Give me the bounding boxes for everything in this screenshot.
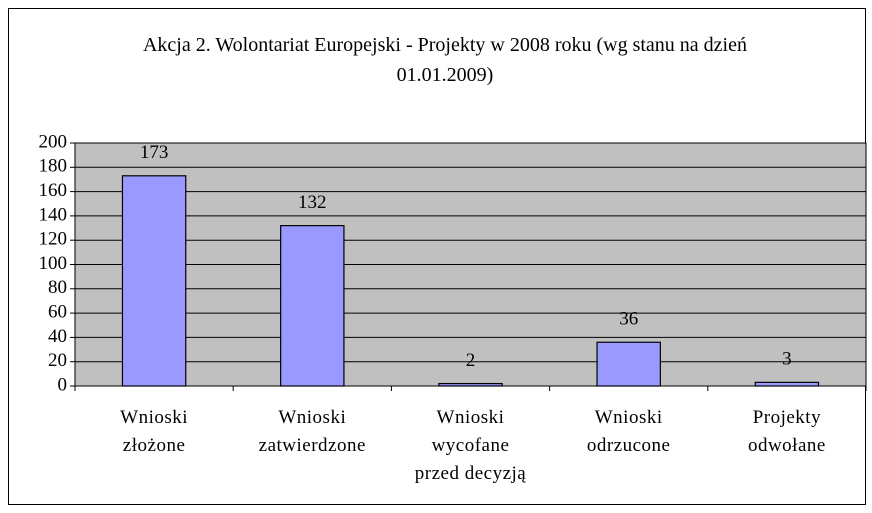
y-tick-label: 60 <box>48 301 67 322</box>
x-tick-label: Wnioski odrzucone <box>586 407 671 456</box>
y-tick-label: 40 <box>48 326 67 347</box>
chart-title: Akcja 2. Wolontariat Europejski - Projek… <box>142 34 747 86</box>
y-tick-label: 200 <box>39 131 68 152</box>
data-label: 132 <box>298 192 327 213</box>
y-tick-label: 140 <box>39 204 68 225</box>
y-tick-label: 80 <box>48 277 67 298</box>
x-tick-label: Wnioski złożone <box>120 407 189 456</box>
data-label: 173 <box>140 142 169 163</box>
y-tick-label: 120 <box>39 229 68 250</box>
bar <box>438 382 503 387</box>
y-tick-label: 0 <box>58 374 68 395</box>
bar <box>121 175 187 387</box>
y-tick-label: 20 <box>48 350 67 371</box>
bar <box>596 341 661 387</box>
x-tick-label: Wnioski wycofane przed decyzją <box>414 407 527 484</box>
x-tick-label: Wnioski zatwierdzone <box>258 407 366 456</box>
data-label: 36 <box>619 309 638 330</box>
bar <box>280 225 345 387</box>
y-tick-label: 100 <box>39 253 68 274</box>
bar <box>754 381 820 387</box>
y-tick-label: 160 <box>39 180 68 201</box>
y-tick-label: 180 <box>39 156 68 177</box>
x-tick-label: Projekty odwołane <box>747 407 826 456</box>
data-label: 2 <box>466 350 476 371</box>
data-label: 3 <box>782 349 792 370</box>
